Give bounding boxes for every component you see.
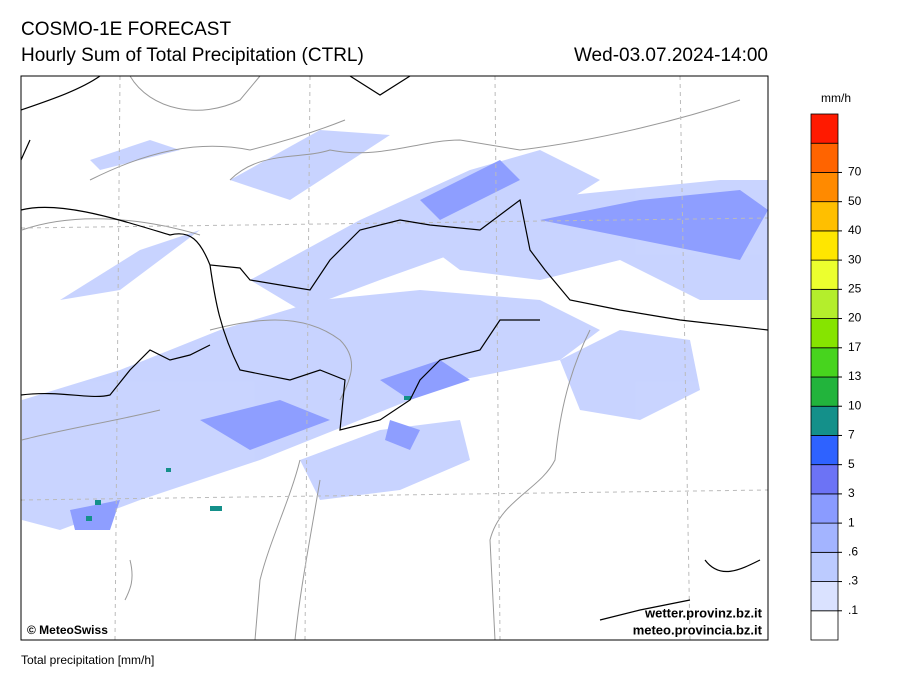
colorbar-label: 5 bbox=[848, 457, 855, 471]
colorbar-label: 40 bbox=[848, 223, 862, 237]
colorbar-label: .3 bbox=[848, 574, 858, 588]
colorbar-box bbox=[810, 201, 839, 232]
colorbar-box bbox=[810, 522, 839, 553]
colorbar-box bbox=[810, 435, 839, 466]
credit-right: meteo.provincia.bz.it bbox=[633, 622, 763, 637]
regions bbox=[21, 75, 741, 641]
colorbar-label: .6 bbox=[848, 545, 858, 559]
borders bbox=[20, 75, 769, 621]
colorbar-box bbox=[810, 493, 839, 524]
colorbar-box bbox=[810, 230, 839, 261]
colorbar-label: 17 bbox=[848, 340, 862, 354]
title: COSMO-1E FORECAST bbox=[21, 19, 231, 40]
colorbar-label: 3 bbox=[848, 486, 855, 500]
colorbar-label: .1 bbox=[848, 603, 858, 617]
colorbar-box bbox=[810, 318, 839, 349]
precip-moderate bbox=[70, 160, 768, 530]
colorbar-box bbox=[810, 610, 839, 641]
colorbar-label: 20 bbox=[848, 311, 862, 325]
colorbar-label: 70 bbox=[848, 165, 862, 179]
colorbar-box bbox=[810, 142, 839, 173]
datetime: Wed-03.07.2024-14:00 bbox=[574, 45, 768, 66]
colorbar-box bbox=[810, 259, 839, 290]
colorbar-box bbox=[810, 113, 839, 144]
colorbar-box bbox=[810, 551, 839, 582]
colorbar-label: 7 bbox=[848, 428, 855, 442]
map-frame bbox=[20, 75, 769, 641]
credit-left: © MeteoSwiss bbox=[27, 623, 108, 637]
colorbar-label: 10 bbox=[848, 398, 862, 412]
colorbar-label: 25 bbox=[848, 282, 862, 296]
colorbar-box bbox=[810, 376, 839, 407]
colorbar-box bbox=[810, 581, 839, 612]
colorbar-box bbox=[810, 464, 839, 495]
graticule bbox=[20, 75, 769, 641]
colorbar-label: 50 bbox=[848, 194, 862, 208]
colorbar-box bbox=[810, 347, 839, 378]
legend-unit: mm/h bbox=[821, 91, 851, 105]
colorbar-label: 30 bbox=[848, 252, 862, 266]
colorbar-label: 13 bbox=[848, 369, 862, 383]
precip-heavy bbox=[86, 396, 411, 521]
colorbar-box bbox=[810, 172, 839, 203]
colorbar-box bbox=[810, 288, 839, 319]
colorbar-box bbox=[810, 405, 839, 436]
map: © MeteoSwiss wetter.provinz.bz.it meteo.… bbox=[20, 75, 769, 641]
colorbar-label: 1 bbox=[848, 515, 855, 529]
footer: Total precipitation [mm/h] bbox=[21, 653, 154, 667]
subtitle: Hourly Sum of Total Precipitation (CTRL) bbox=[21, 45, 364, 66]
credit-right: wetter.provinz.bz.it bbox=[644, 605, 763, 620]
